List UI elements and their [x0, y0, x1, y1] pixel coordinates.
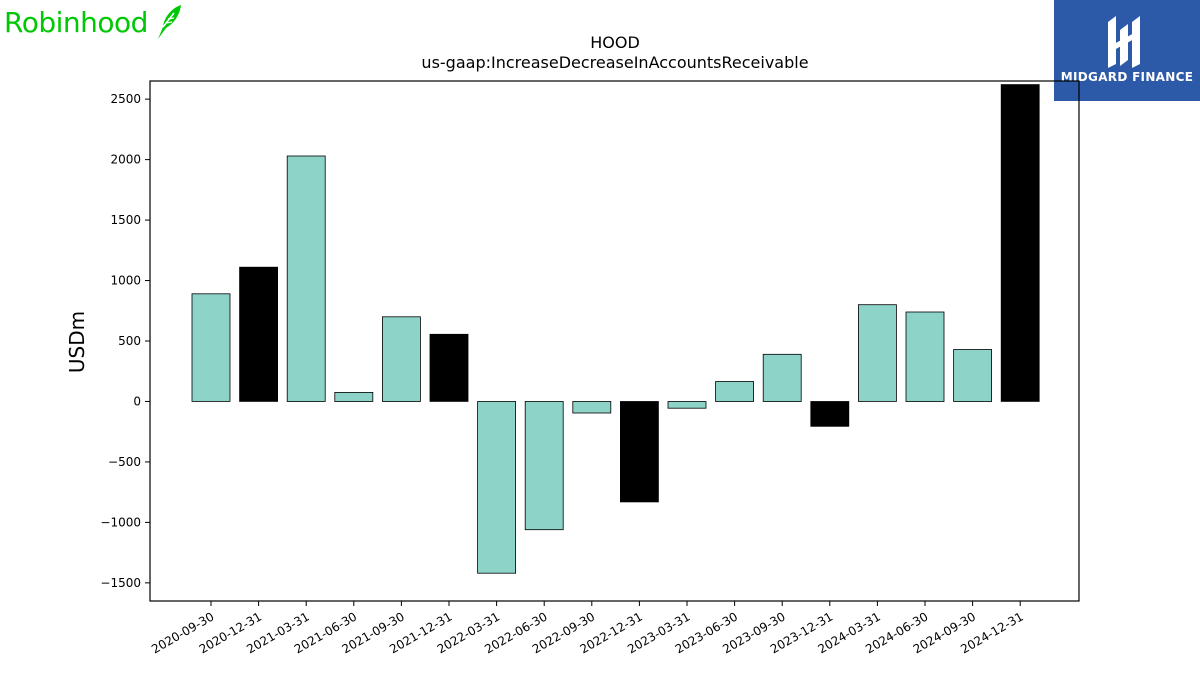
bar-2022-06-30 [524, 401, 564, 531]
bar-2020-12-31 [239, 266, 279, 402]
bar-2022-03-31 [477, 401, 517, 574]
bar-2024-09-30 [953, 349, 992, 402]
bar-2023-06-30 [715, 381, 754, 402]
chart-subtitle: us-gaap:IncreaseDecreaseInAccountsReceiv… [421, 53, 808, 72]
bar-2024-03-31 [858, 304, 897, 402]
feather-icon [157, 5, 181, 39]
robinhood-logo: Robinhood [4, 2, 184, 42]
bar-2022-12-31 [620, 401, 659, 503]
bar-2023-09-30 [762, 353, 802, 402]
y-tick-label: −1500 [100, 576, 141, 590]
bar-2023-03-31 [667, 401, 707, 409]
bar-2023-12-31 [810, 401, 850, 427]
bar-2024-12-31 [1000, 84, 1040, 402]
x-ticks-group: 2020-09-302020-12-312021-03-312021-06-30… [149, 601, 1026, 656]
y-tick-label: 500 [118, 334, 141, 348]
robinhood-wordmark: Robinhood [4, 5, 148, 39]
bars-group [191, 84, 1040, 574]
y-tick-label: 2000 [110, 153, 141, 167]
bar-2021-09-30 [381, 316, 421, 402]
y-tick-label: 2500 [110, 92, 141, 106]
bar-2020-09-30 [191, 293, 231, 402]
y-tick-label: 1000 [110, 274, 141, 288]
bar-2021-06-30 [334, 391, 374, 402]
y-tick-label: −500 [108, 455, 141, 469]
midgard-monogram-icon [1108, 16, 1140, 68]
y-ticks-group: −1500 −1000 −500 0 500 1000 1500 2000 2500 [100, 92, 150, 590]
y-tick-label: 0 [133, 394, 141, 408]
plot-frame [149, 80, 1080, 602]
y-tick-label: 1500 [110, 213, 141, 227]
bar-2021-03-31 [286, 155, 326, 402]
y-tick-label: −1000 [100, 515, 141, 529]
bar-2024-06-30 [905, 311, 945, 402]
y-axis-label: USDm [65, 311, 89, 373]
bar-2021-12-31 [429, 333, 469, 402]
midgard-finance-logo: MIDGARD FINANCE [1054, 0, 1200, 101]
midgard-brand-text: MIDGARD FINANCE [1060, 70, 1194, 84]
bar-2022-09-30 [572, 401, 612, 414]
chart-title: HOOD [590, 33, 640, 52]
